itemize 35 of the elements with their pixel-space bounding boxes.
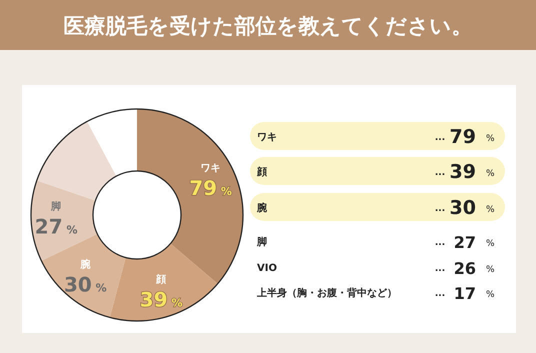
- text: VIO: [257, 263, 277, 274]
- slice-label: 腕: [79, 258, 90, 270]
- text: ...: [434, 238, 446, 248]
- text: ...: [434, 168, 446, 178]
- slice-label: ワキ: [200, 163, 221, 174]
- slice-label: 脚: [50, 200, 62, 213]
- text: ...: [434, 133, 446, 143]
- chart-title: 医療脱毛を受けた部位を教えてください。: [64, 14, 472, 38]
- text: %: [486, 239, 495, 249]
- text: %: [486, 290, 495, 300]
- text: ワキ: [257, 132, 277, 143]
- text: %: [486, 265, 495, 275]
- text: 30: [450, 197, 476, 219]
- text: 脚: [256, 236, 267, 248]
- text: 79: [450, 126, 476, 148]
- text: 顔: [256, 166, 267, 178]
- data-label: 27 %: [34, 214, 78, 239]
- text: 上半身（胸・お腹・背中など）: [256, 287, 397, 299]
- data-label: 79 %: [189, 176, 232, 200]
- text: %: [486, 134, 495, 144]
- text: ...: [434, 264, 446, 274]
- text: 腕: [256, 202, 267, 214]
- donut-slice: [36, 121, 116, 201]
- text: ...: [434, 204, 446, 214]
- donut-slice: [137, 109, 243, 284]
- text: %: [486, 169, 495, 179]
- data-label: 39 %: [140, 287, 182, 312]
- slice-label: 顔: [155, 273, 166, 286]
- text: ...: [434, 289, 446, 299]
- text: %: [486, 205, 495, 215]
- text: 39: [450, 161, 476, 183]
- text: 17: [454, 284, 476, 303]
- text: 26: [454, 259, 476, 278]
- data-label: 30 %: [64, 272, 107, 296]
- text: 27: [454, 233, 476, 252]
